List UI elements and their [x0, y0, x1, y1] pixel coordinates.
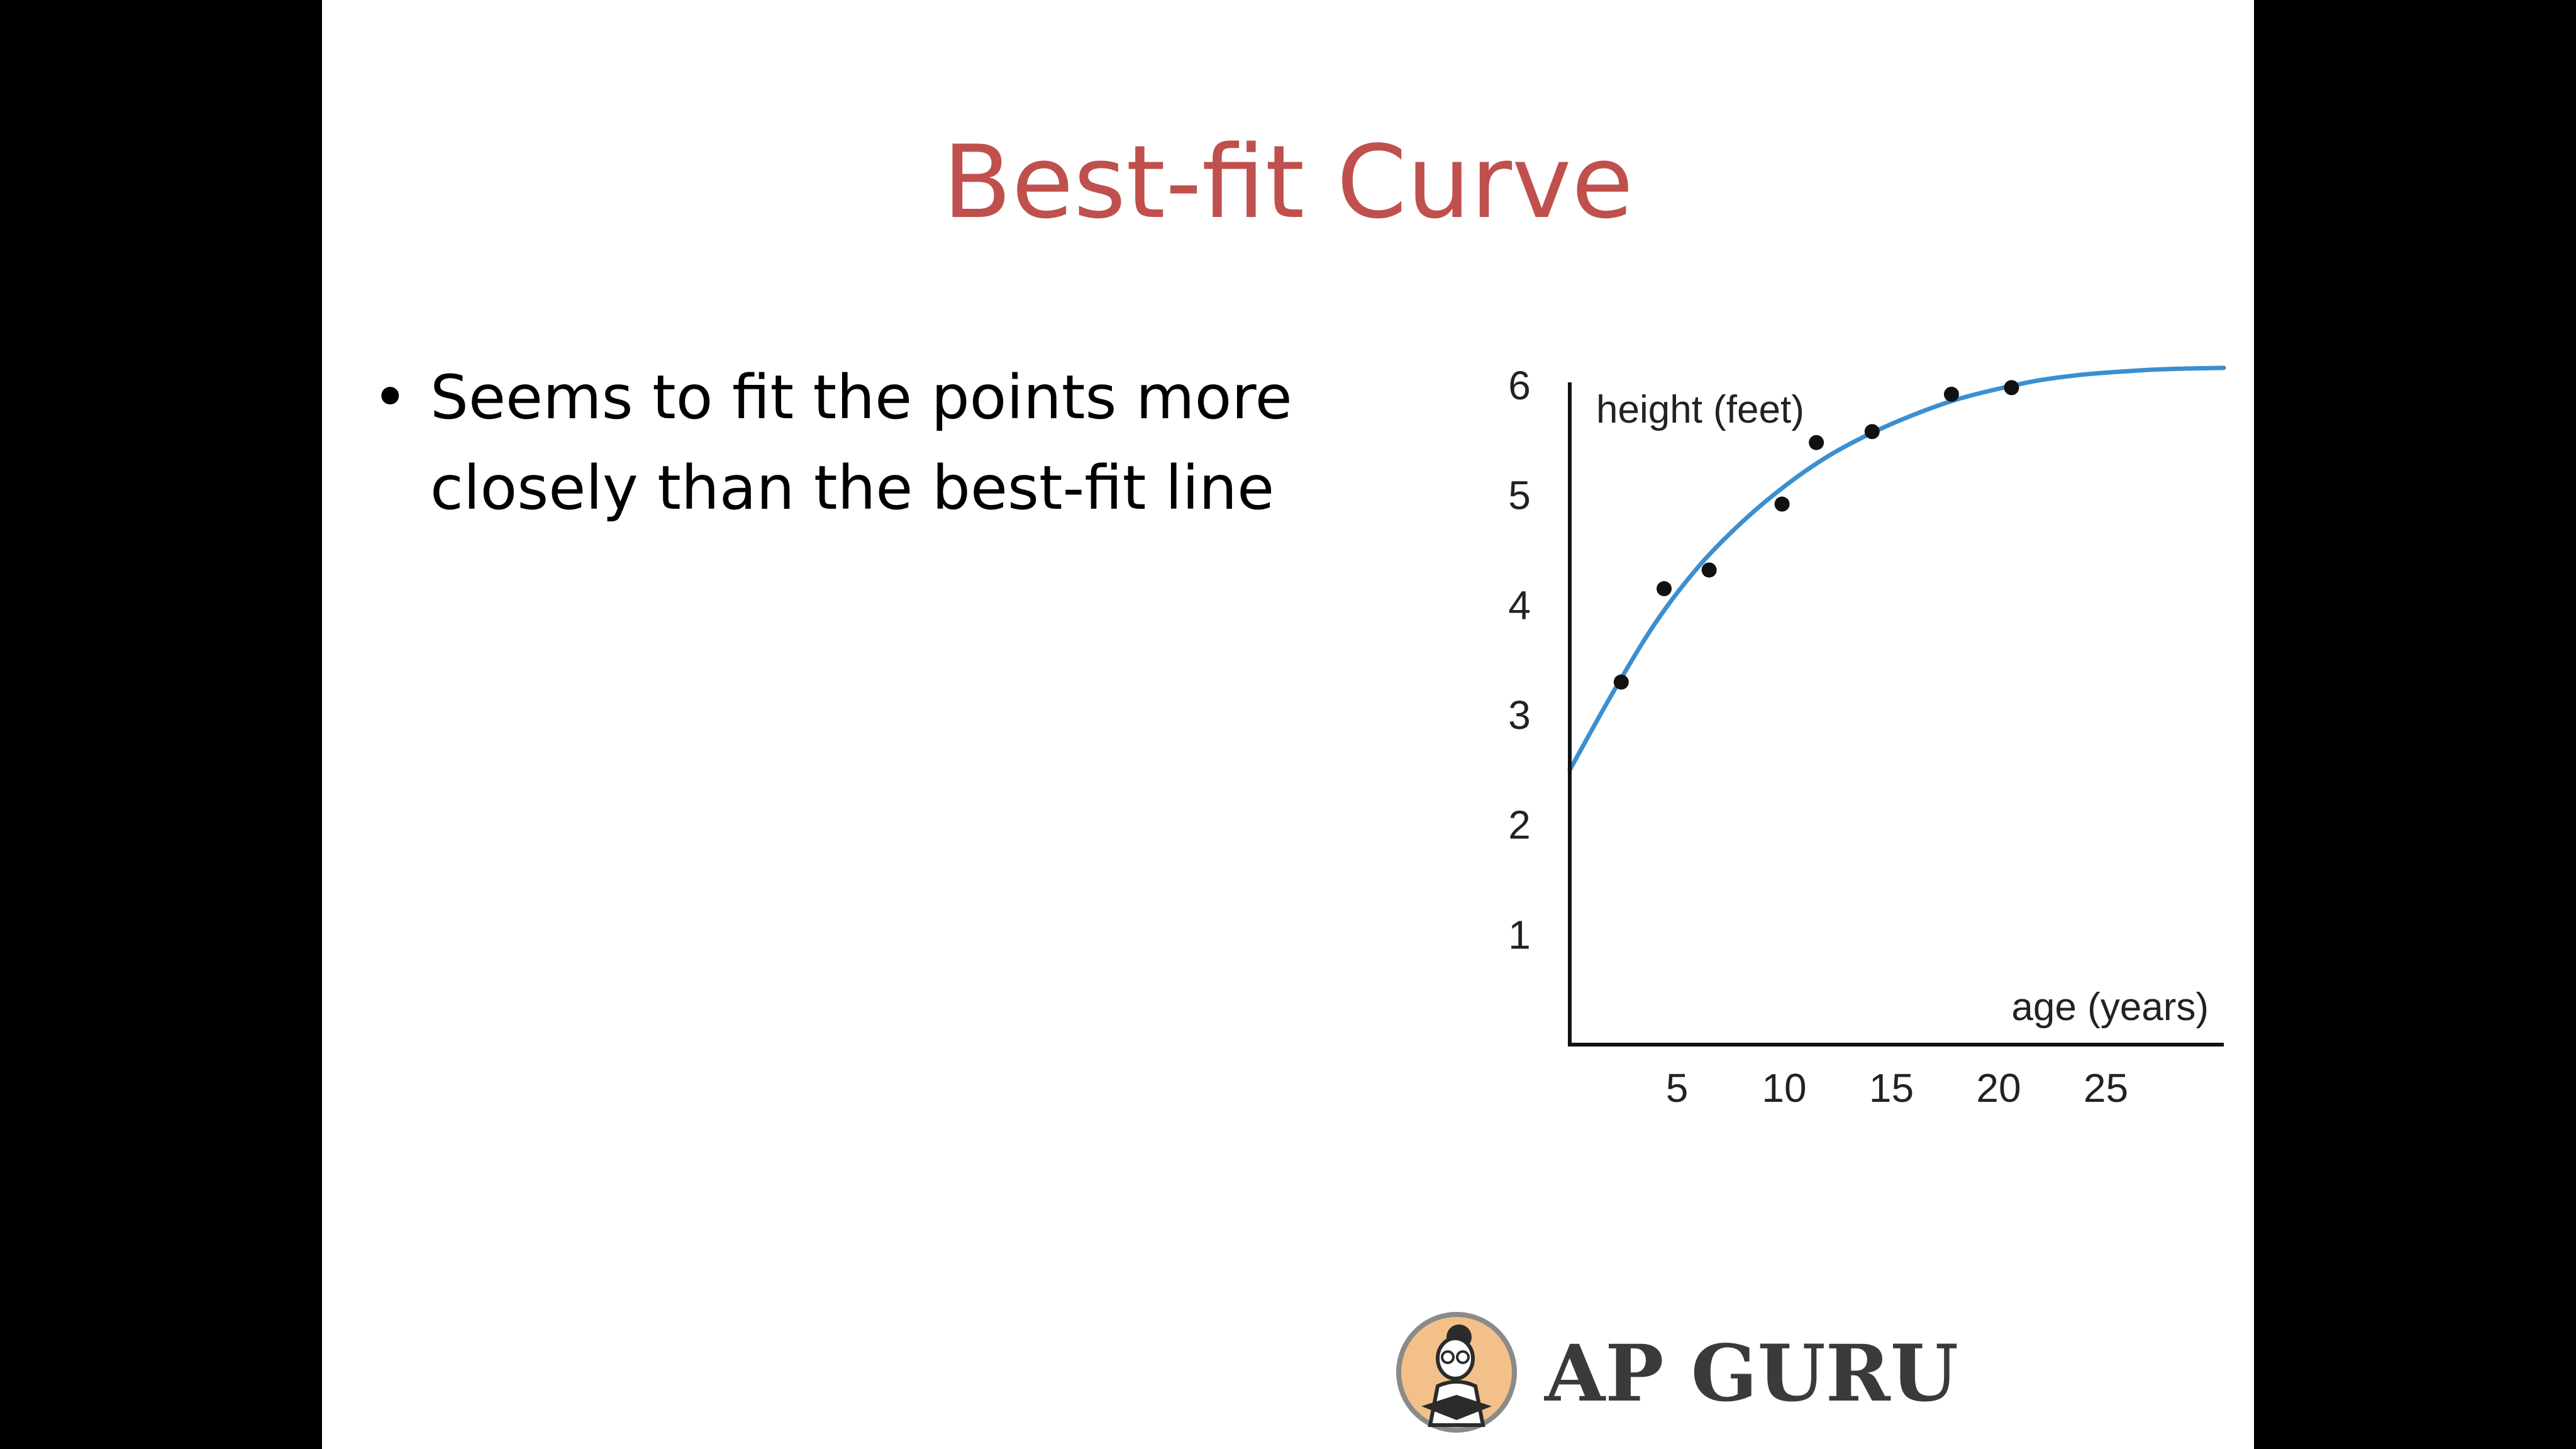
x-tick-label: 10	[1762, 1065, 1806, 1111]
y-tick-label: 3	[1508, 692, 1531, 738]
y-axis-label: height (feet)	[1596, 388, 1804, 431]
x-tick-label: 5	[1666, 1065, 1689, 1111]
bullet-item: Seems to fit the points more closely tha…	[372, 352, 1353, 533]
slide: Best-fit Curve Seems to fit the points m…	[322, 0, 2254, 1449]
bullet-list: Seems to fit the points more closely tha…	[372, 352, 1353, 533]
y-tick-label: 4	[1508, 582, 1531, 628]
data-point	[1613, 674, 1629, 690]
data-point	[1701, 562, 1717, 578]
data-point	[1809, 435, 1824, 450]
data-point	[1774, 496, 1790, 512]
reading-student-icon	[1396, 1312, 1517, 1433]
x-tick-label: 20	[1976, 1065, 2021, 1111]
x-tick-label: 25	[2084, 1065, 2128, 1111]
logo-text: AP GURU	[1545, 1328, 1958, 1419]
y-tick-label: 1	[1508, 912, 1531, 957]
y-tick-label: 6	[1508, 363, 1531, 408]
data-point	[2004, 380, 2019, 396]
data-point	[1864, 424, 1880, 440]
data-point	[1943, 386, 1959, 402]
x-axis-label: age (years)	[2011, 985, 2209, 1029]
y-tick-label: 5	[1508, 473, 1531, 518]
slide-title: Best-fit Curve	[942, 123, 1634, 241]
y-tick-label: 2	[1508, 802, 1531, 848]
data-point	[1657, 581, 1672, 597]
x-tick-label: 15	[1869, 1065, 1914, 1111]
